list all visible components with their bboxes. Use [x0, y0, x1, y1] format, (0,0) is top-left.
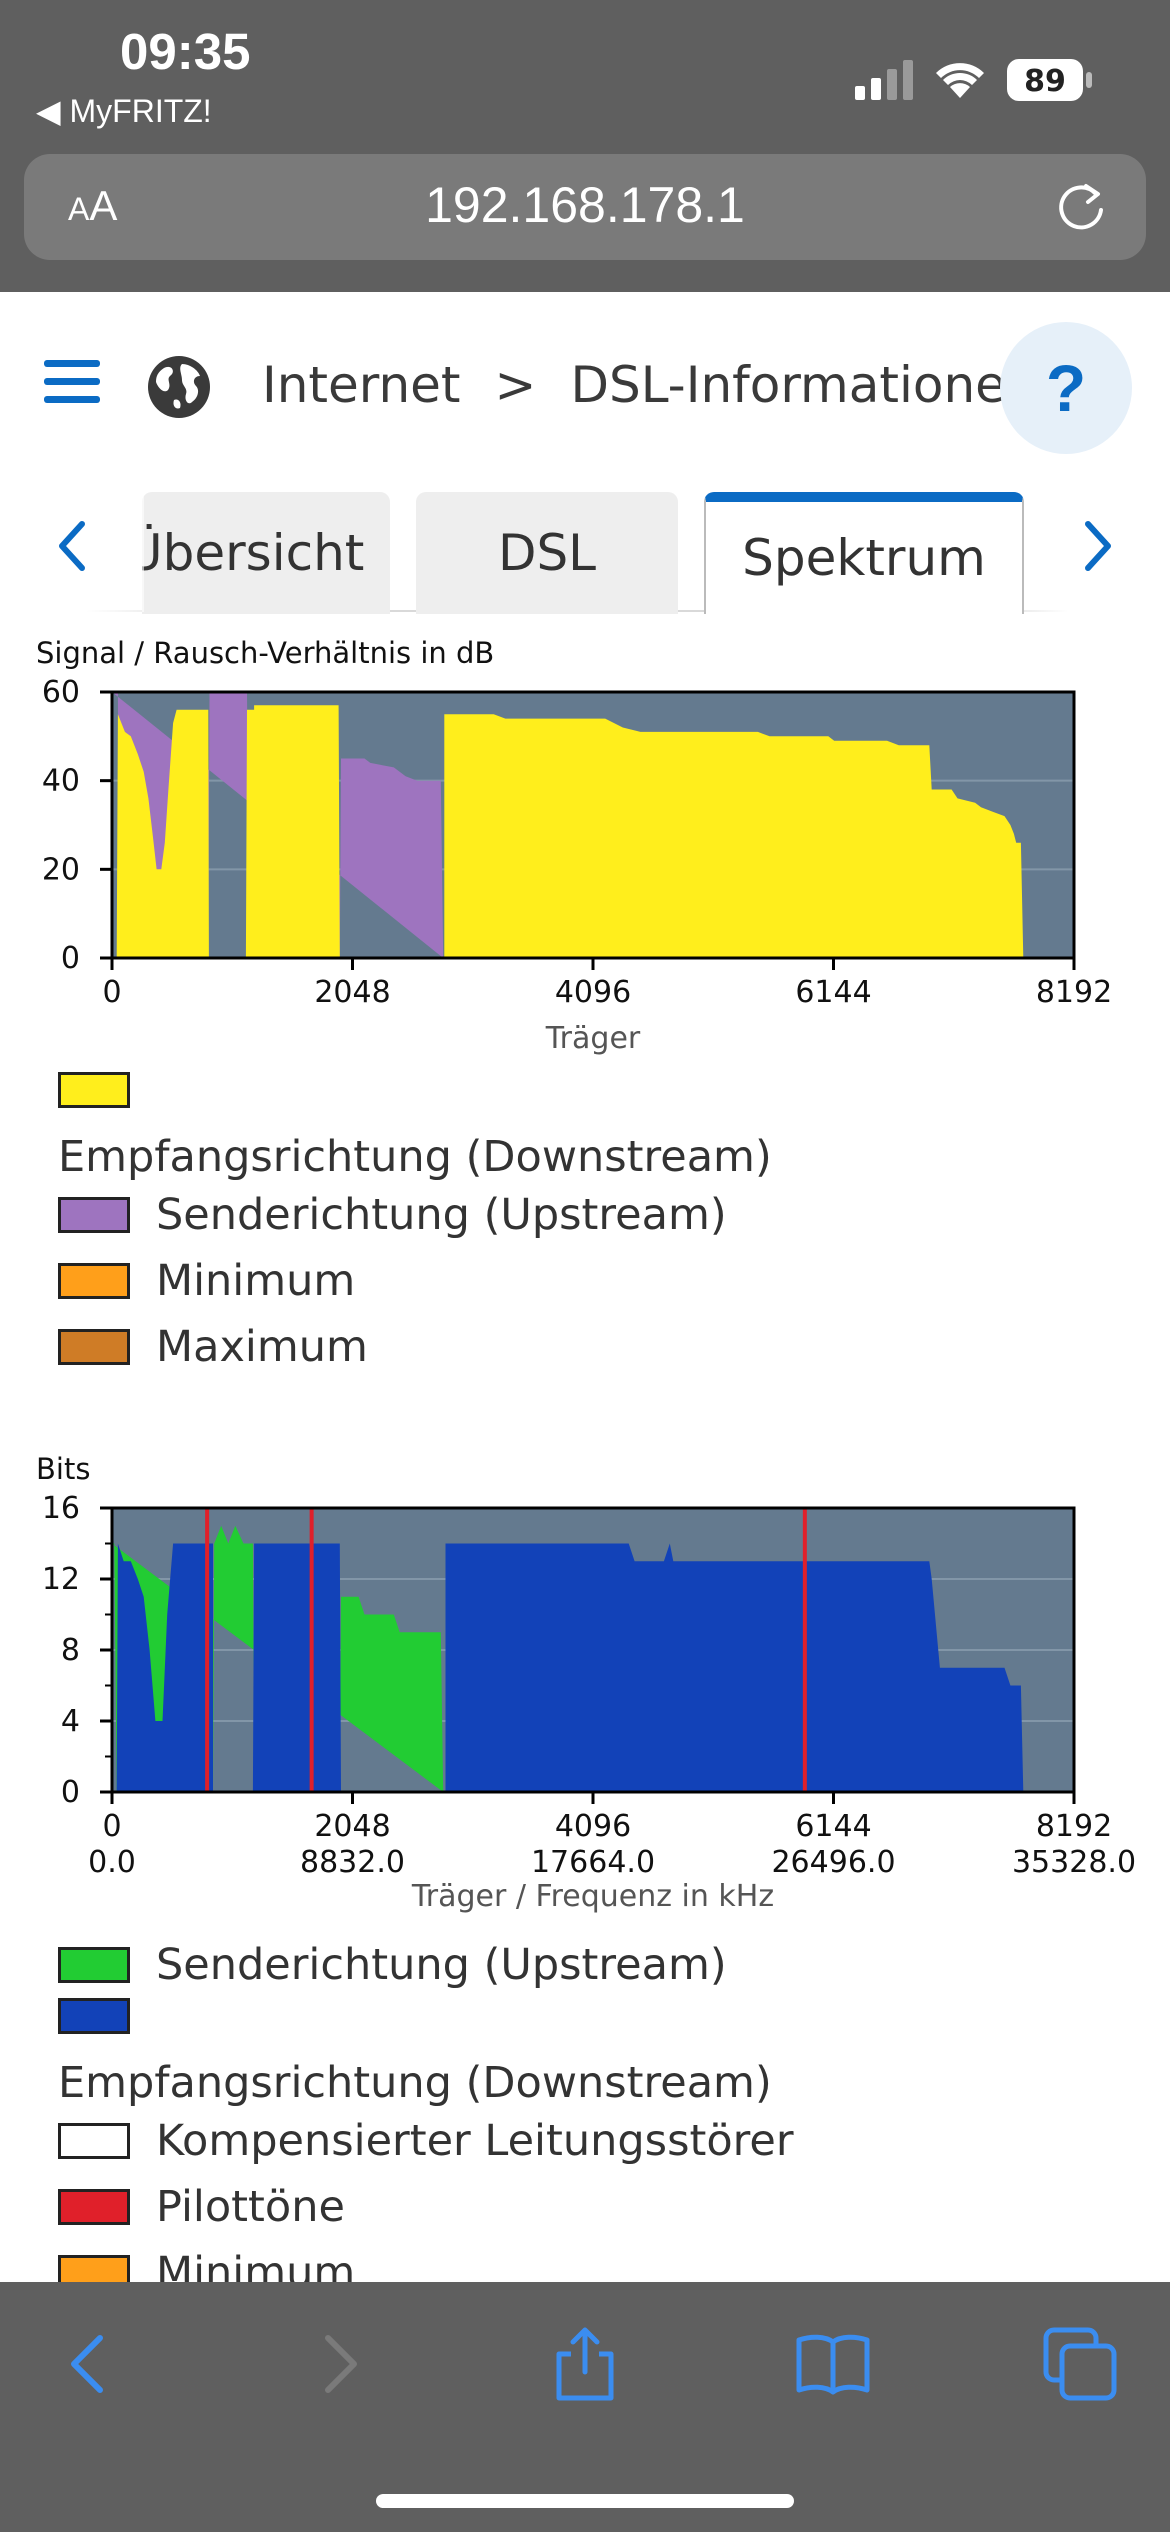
battery-icon: 89: [1007, 59, 1092, 101]
web-page: Internet > DSL-Informationen ? Übersicht D…: [0, 292, 1170, 2282]
y-tick-label: 0: [61, 941, 80, 976]
tab-scroll-right-icon[interactable]: [1078, 518, 1118, 574]
x-tick-label: 6144: [795, 975, 871, 1010]
share-icon[interactable]: [545, 2324, 625, 2404]
x-tick-label: 8192: [1036, 1809, 1112, 1844]
tabs-icon[interactable]: [1040, 2324, 1120, 2404]
legend-item[interactable]: Pilottöne: [58, 2174, 794, 2240]
legend-swatch: [58, 1197, 130, 1233]
tab-spektrum[interactable]: Spektrum: [704, 492, 1024, 614]
cellular-signal-icon: [855, 60, 913, 100]
x-tick-label: 4096: [555, 1809, 631, 1844]
y-tick-label: 20: [42, 852, 80, 887]
breadcrumb-item-dsl-informationen[interactable]: DSL-Informationen: [570, 356, 1038, 414]
y-tick-label: 40: [42, 764, 80, 799]
y-tick-label: 4: [61, 1704, 80, 1739]
series-area-1: [116, 705, 1024, 958]
legend-item[interactable]: Minimum: [58, 1248, 772, 1314]
legend-label: Minimum: [156, 2248, 356, 2282]
series-area-1: [116, 1543, 1024, 1792]
forward-icon[interactable]: [300, 2324, 380, 2404]
legend-swatch: [58, 2123, 130, 2159]
x-axis-label: Träger: [545, 1021, 641, 1056]
legend-swatch: [58, 1998, 130, 2034]
legend-swatch: [58, 1072, 130, 1108]
back-to-app-link[interactable]: ◀ MyFRITZ!: [36, 93, 212, 129]
legend-label: Minimum: [156, 1256, 356, 1306]
globe-icon[interactable]: [146, 354, 212, 420]
breadcrumb: Internet > DSL-Informationen: [262, 356, 1038, 414]
x-tick-label-secondary: 26496.0: [771, 1845, 895, 1880]
tab-scroll-left-icon[interactable]: [52, 518, 92, 574]
url-text[interactable]: 192.168.178.1: [425, 177, 745, 233]
tab-uebersicht[interactable]: Übersicht: [142, 492, 390, 614]
legend-label: Senderichtung (Upstream): [156, 1940, 727, 1990]
bits-chart-title: Bits: [36, 1452, 91, 1486]
legend-swatch: [58, 1263, 130, 1299]
menu-icon[interactable]: [44, 360, 100, 404]
y-tick-label: 12: [42, 1562, 80, 1597]
x-tick-label: 0: [102, 975, 121, 1010]
legend-swatch: [58, 2189, 130, 2225]
x-tick-label: 8192: [1036, 975, 1112, 1010]
legend-item[interactable]: Senderichtung (Upstream): [58, 1932, 794, 1998]
battery-level: 89: [1024, 64, 1066, 99]
breadcrumb-item-internet[interactable]: Internet: [262, 356, 461, 414]
reload-icon[interactable]: [1056, 182, 1108, 234]
back-icon[interactable]: [48, 2324, 128, 2404]
status-time: 09:35: [120, 23, 251, 80]
legend-swatch: [58, 1947, 130, 1983]
legend-label: Maximum: [156, 1322, 368, 1372]
x-tick-label-secondary: 8832.0: [300, 1845, 405, 1880]
browser-top-chrome: 09:35 ◀ MyFRITZ! 89 AA 192.168.178.1: [0, 0, 1170, 292]
legend-item[interactable]: Empfangsrichtung (Downstream): [58, 1072, 772, 1182]
legend-label: Kompensierter Leitungsstörer: [156, 2116, 794, 2166]
legend-label: Senderichtung (Upstream): [156, 1190, 727, 1240]
tab-dsl[interactable]: DSL: [416, 492, 678, 614]
legend-label: Pilottöne: [156, 2182, 345, 2232]
x-tick-label: 6144: [795, 1809, 871, 1844]
snr-chart-title: Signal / Rausch-Verhältnis in dB: [36, 636, 495, 670]
x-axis-label: Träger / Frequenz in kHz: [411, 1879, 774, 1914]
y-tick-label: 16: [42, 1491, 80, 1526]
x-tick-label: 2048: [314, 1809, 390, 1844]
legend-item[interactable]: Minimum: [58, 2240, 794, 2282]
bits-legend: Senderichtung (Upstream) Empfangsrichtung…: [58, 1932, 794, 2282]
text-size-button[interactable]: AA: [68, 182, 118, 229]
browser-bottom-toolbar: [0, 2282, 1170, 2532]
bookmarks-icon[interactable]: [793, 2324, 873, 2404]
legend-item[interactable]: Senderichtung (Upstream): [58, 1182, 772, 1248]
breadcrumb-separator: >: [494, 356, 537, 414]
legend-label: Empfangsrichtung (Downstream): [58, 2058, 772, 2108]
page-header: Internet > DSL-Informationen ?: [0, 292, 1170, 482]
legend-label: Empfangsrichtung (Downstream): [58, 1132, 772, 1182]
legend-swatch: [58, 2255, 130, 2282]
legend-item[interactable]: Empfangsrichtung (Downstream): [58, 1998, 794, 2108]
back-app-label: MyFRITZ!: [69, 93, 212, 129]
y-tick-label: 0: [61, 1775, 80, 1810]
x-tick-label: 4096: [555, 975, 631, 1010]
snr-legend: Empfangsrichtung (Downstream) Senderichtu…: [58, 1072, 772, 1380]
legend-item[interactable]: Maximum: [58, 1314, 772, 1380]
x-tick-label-secondary: 17664.0: [531, 1845, 655, 1880]
x-tick-label-secondary: 0.0: [88, 1845, 136, 1880]
y-tick-label: 60: [42, 675, 80, 710]
x-tick-label-secondary: 35328.0: [1012, 1845, 1136, 1880]
wifi-icon: [936, 63, 984, 98]
help-button[interactable]: ?: [1000, 322, 1132, 454]
x-tick-label: 0: [102, 1809, 121, 1844]
home-indicator: [376, 2494, 794, 2508]
snr-chart: 0 2048 4096 6144 8192 0 20 40 60 Träger: [42, 675, 1112, 1056]
y-tick-label: 8: [61, 1633, 80, 1668]
legend-item[interactable]: Kompensierter Leitungsstörer: [58, 2108, 794, 2174]
status-icons: 89: [855, 59, 1092, 101]
x-tick-label: 2048: [314, 975, 390, 1010]
legend-swatch: [58, 1329, 130, 1365]
tab-bar: Übersicht DSL Spektrum: [0, 482, 1170, 614]
address-bar[interactable]: AA 192.168.178.1: [24, 154, 1146, 260]
